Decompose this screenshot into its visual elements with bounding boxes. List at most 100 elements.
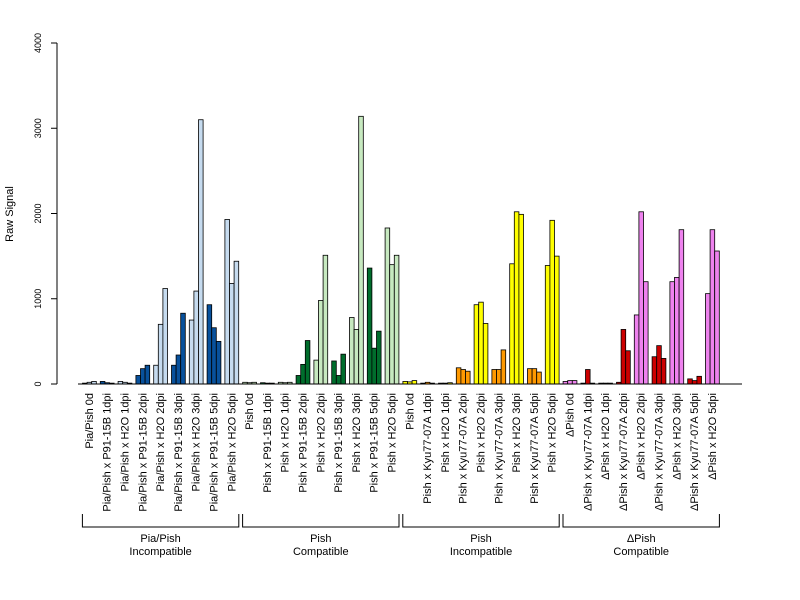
bar — [536, 371, 542, 385]
x-tick-label: Pish x Kyu77-07A 5dpi — [529, 393, 541, 504]
bar — [371, 347, 377, 385]
bar — [478, 301, 484, 385]
bar — [353, 329, 360, 385]
y-tick-label: 3000 — [33, 118, 43, 138]
bar — [473, 304, 480, 385]
x-tick-label: Pia/Pish x P91-15B 2dpi — [137, 393, 149, 512]
x-tick-label: ΔPish 0d — [565, 393, 577, 437]
x-tick-label: Pish x P91-15B 2dpi — [298, 393, 310, 493]
x-tick-label: ΔPish x Kyu77-07A 2dpi — [618, 393, 630, 511]
bar — [198, 119, 204, 385]
x-tick-label: Pia/Pish x H2O 2dpi — [155, 393, 167, 491]
y-axis: 0 1000 2000 3000 4000 — [33, 33, 58, 387]
bar — [674, 277, 680, 385]
bar — [549, 219, 555, 385]
bar — [331, 360, 337, 385]
x-tick-labels: Pia/Pish 0d Pia/Pish x P91-15B 1dpi Pia/Pi… — [84, 393, 719, 512]
bar — [335, 375, 342, 385]
x-tick-label: Pish x H2O 5dpi — [547, 393, 559, 472]
bar — [171, 364, 177, 385]
bar — [585, 369, 591, 385]
y-tick-label: 2000 — [33, 203, 43, 223]
bar — [349, 317, 355, 385]
x-tick-label: Pish x H2O 5dpi — [387, 393, 399, 472]
x-tick-label: Pish x Kyu77-07A 1dpi — [422, 393, 434, 504]
x-tick-label: Pish x H2O 1dpi — [280, 393, 292, 472]
bar — [135, 375, 141, 385]
y-tick-label: 0 — [33, 381, 43, 386]
x-tick-label: ΔPish x H2O 5dpi — [707, 393, 719, 480]
group-label: Pia/Pish — [140, 533, 180, 545]
x-tick-label: Pish x P91-15B 1dpi — [262, 393, 274, 493]
bar — [215, 340, 222, 385]
x-tick-label: Pish x Kyu77-07A 2dpi — [458, 393, 470, 504]
bar — [140, 368, 146, 385]
bar — [188, 319, 195, 385]
bar — [687, 378, 693, 385]
x-tick-label: Pish 0d — [244, 393, 256, 430]
x-tick-label: ΔPish x H2O 2dpi — [636, 393, 648, 480]
bar — [500, 349, 507, 385]
x-tick-label: ΔPish x Kyu77-07A 1dpi — [582, 393, 594, 511]
x-tick-label: Pish x P91-15B 3dpi — [333, 393, 345, 493]
bar — [554, 255, 560, 385]
bar — [638, 211, 644, 385]
x-tick-label: Pish x H2O 3dpi — [351, 393, 363, 472]
group-label: ΔPish — [627, 533, 656, 545]
group-sublabel: Incompatible — [450, 546, 512, 558]
bar — [162, 288, 168, 385]
x-tick-label: Pia/Pish x P91-15B 5dpi — [209, 393, 221, 512]
bar — [193, 290, 199, 385]
bar — [643, 281, 649, 385]
bar — [376, 330, 382, 385]
x-tick-label: Pish 0d — [404, 393, 416, 430]
bar — [620, 329, 627, 385]
x-tick-label: Pish x H2O 1dpi — [440, 393, 452, 472]
bar — [691, 380, 698, 385]
bar — [518, 213, 524, 385]
y-tick-label: 1000 — [33, 289, 43, 309]
bar — [696, 375, 702, 385]
bar — [229, 283, 235, 385]
bar — [714, 250, 720, 385]
bar — [509, 263, 515, 385]
bar — [313, 359, 319, 385]
x-tick-label: Pia/Pish x H2O 3dpi — [191, 393, 203, 491]
x-tick-label: ΔPish x H2O 1dpi — [600, 393, 612, 480]
bar — [669, 281, 675, 385]
bar — [460, 369, 466, 385]
bar — [656, 345, 662, 385]
x-tick-label: Pia/Pish x P91-15B 1dpi — [102, 393, 114, 512]
bar — [233, 260, 240, 385]
group-label: Pish — [470, 533, 491, 545]
bar — [660, 358, 667, 385]
group-brackets: Pia/PishIncompatiblePishCompatiblePishIn… — [81, 514, 720, 558]
x-tick-label: ΔPish x Kyu77-07A 5dpi — [689, 393, 701, 511]
group-bracket — [242, 514, 400, 528]
group-sublabel: Incompatible — [129, 546, 191, 558]
bar — [709, 229, 716, 385]
bar — [153, 364, 159, 385]
bar — [157, 323, 164, 385]
bar — [651, 356, 658, 385]
bar — [389, 264, 395, 385]
bar — [144, 364, 151, 385]
bar — [175, 354, 182, 385]
group-sublabel: Compatible — [613, 546, 669, 558]
bar — [304, 340, 311, 385]
bar — [491, 369, 497, 385]
x-tick-label: Pish x P91-15B 5dpi — [369, 393, 381, 493]
bar — [465, 370, 471, 385]
bar — [705, 293, 711, 385]
x-tick-label: Pish x Kyu77-07A 3dpi — [493, 393, 505, 504]
group-bracket — [81, 514, 240, 528]
group-bracket — [562, 514, 720, 528]
group-sublabel: Compatible — [293, 546, 349, 558]
x-tick-label: Pia/Pish 0d — [84, 393, 96, 449]
bar — [567, 380, 573, 385]
group-bracket — [402, 514, 560, 528]
y-tick-label: 4000 — [33, 33, 43, 53]
bar — [678, 229, 685, 385]
y-axis-label: Raw Signal — [4, 186, 16, 242]
